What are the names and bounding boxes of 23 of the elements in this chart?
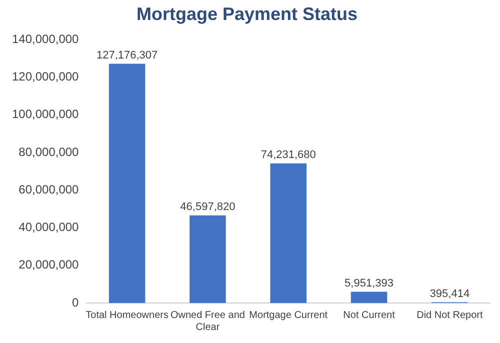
- bar: [108, 64, 146, 303]
- y-tick-label: 40,000,000: [18, 220, 80, 234]
- data-label: 5,951,393: [344, 277, 394, 290]
- x-tick-label: Not Current: [343, 310, 396, 321]
- y-tick-label: 60,000,000: [18, 182, 80, 196]
- bar: [350, 292, 388, 303]
- y-tick-label: 100,000,000: [12, 107, 80, 122]
- data-label: 395,414: [430, 288, 470, 300]
- data-label: 74,231,680: [260, 148, 316, 161]
- y-tick-label: 80,000,000: [18, 144, 80, 159]
- chart-title: Mortgage Payment Status: [136, 4, 358, 24]
- y-tick-label: 0: [72, 295, 80, 310]
- bar: [190, 215, 226, 303]
- x-tick-label: Did Not Report: [416, 310, 483, 321]
- y-tick-label: 20,000,000: [18, 258, 80, 272]
- data-label: 46,597,820: [180, 200, 236, 213]
- y-tick-label: 120,000,000: [12, 70, 80, 84]
- x-tick-label: Total Homeowners: [86, 310, 168, 321]
- bar: [270, 163, 307, 303]
- y-tick-label: 140,000,000: [12, 32, 80, 46]
- data-label: 127,176,307: [96, 49, 158, 62]
- x-tick-label: Owned Free and Clear: [170, 310, 245, 333]
- x-tick-label: Mortgage Current: [249, 310, 328, 321]
